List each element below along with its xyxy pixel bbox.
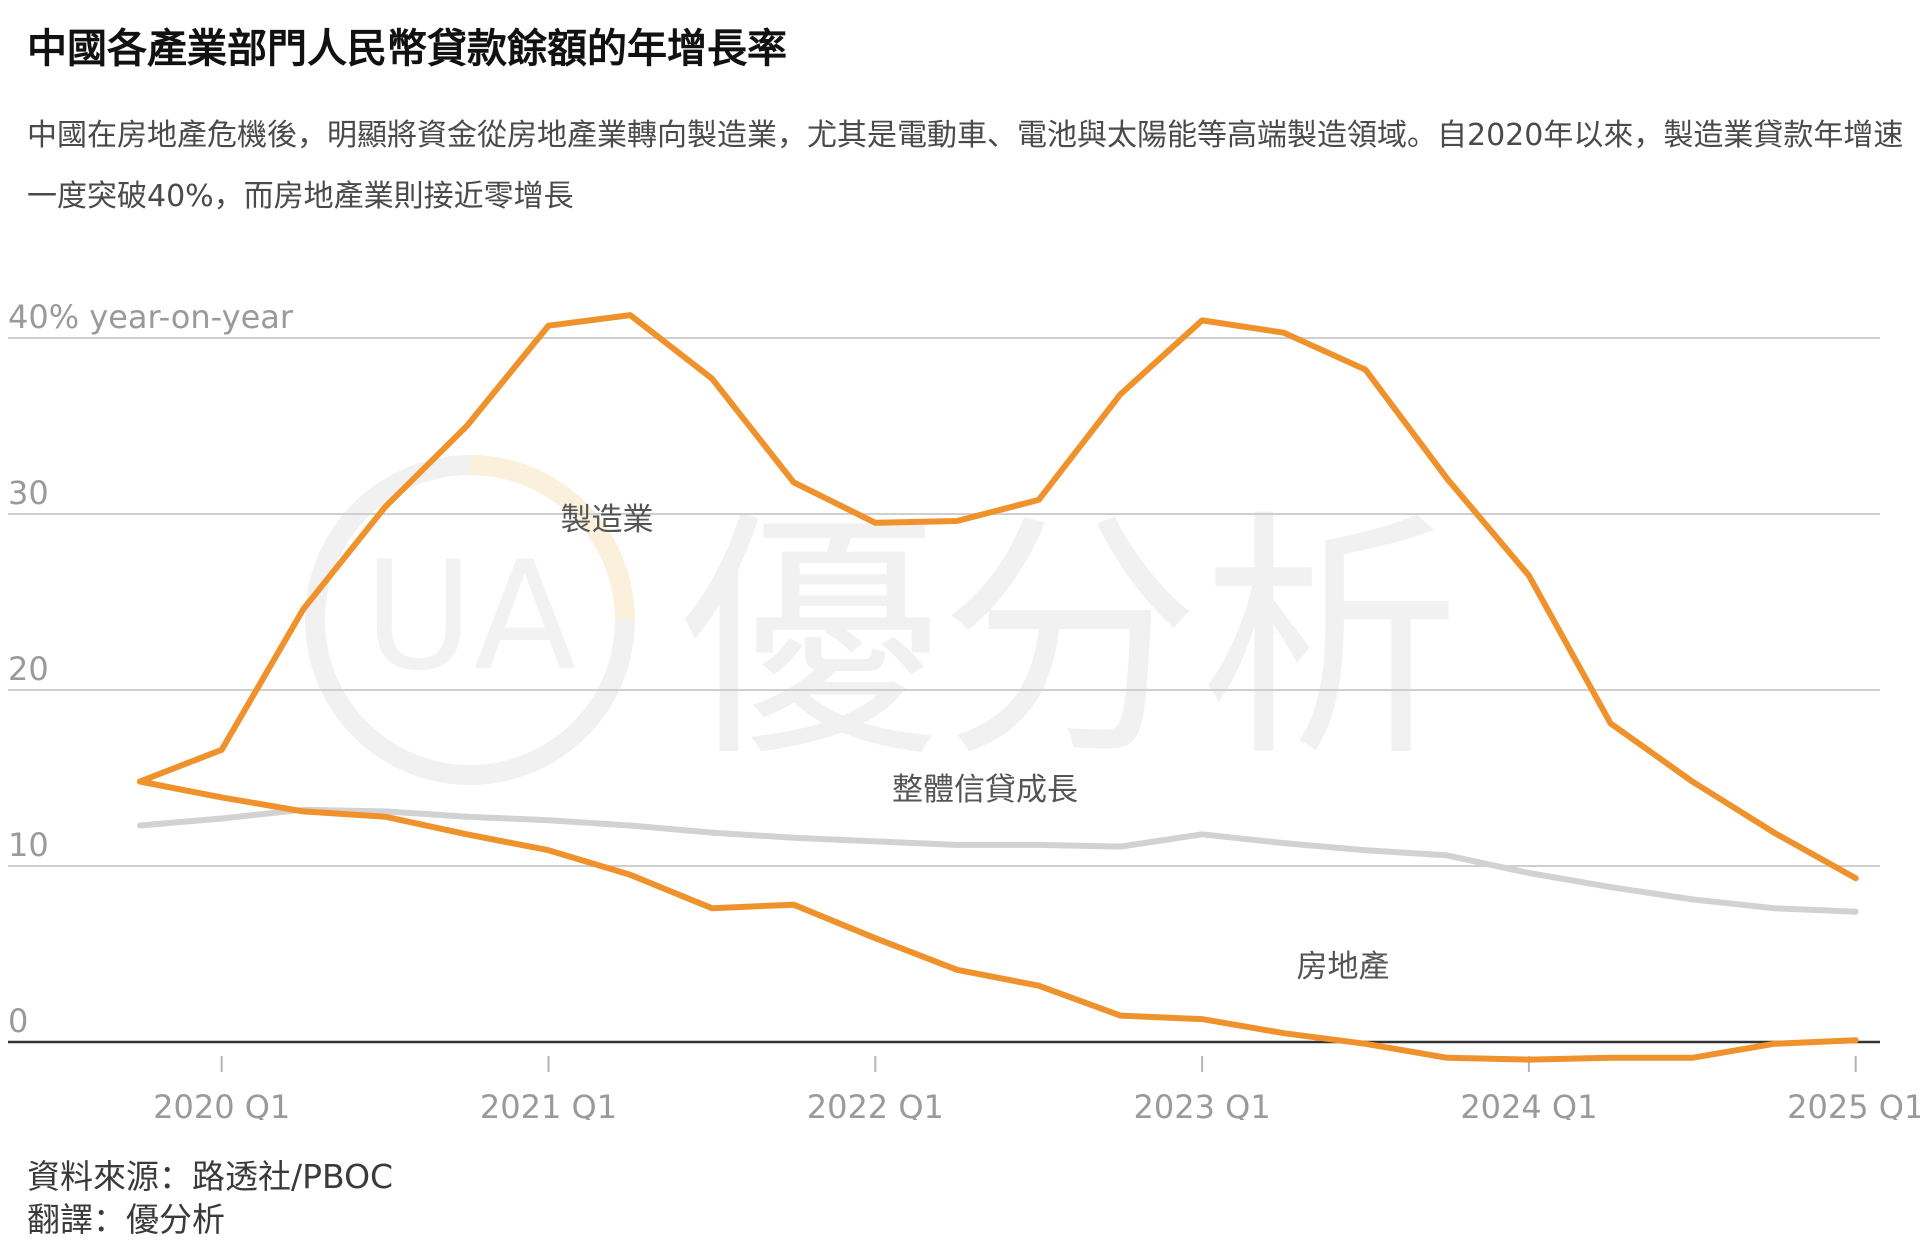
chart-title: 中國各產業部門人民幣貸款餘額的年增長率 [27,26,787,72]
x-axis-ticks: 2020 Q1 2021 Q1 2022 Q1 2023 Q1 2024 Q1 2025 … [153,1056,1920,1120]
series-layer [137,312,1859,1063]
y-tick-labels: 0 10 20 30 40% year-on-year [8,298,294,1040]
y-tick-label-10: 10 [8,826,49,864]
series-label-manufacturing: 製造業 [561,502,654,538]
source-note: 資料來源：路透社/PBOC [27,1157,394,1196]
x-tick-label: 2025 Q1 [1787,1088,1920,1120]
y-tick-label-20: 20 [8,650,49,688]
x-tick-label: 2023 Q1 [1134,1088,1271,1120]
x-tick-label: 2020 Q1 [153,1088,290,1120]
series-label-overall-credit: 整體信貸成長 [892,772,1078,808]
chart-subtitle: 中國在房地產危機後，明顯將資金從房地產業轉向製造業，尤其是電動車、電池與太陽能等… [27,118,1904,214]
translation-note: 翻譯：優分析 [27,1200,225,1239]
series-line-overall-credit [137,806,1859,915]
series-line-real-estate [137,778,1859,1063]
x-tick-label: 2021 Q1 [480,1088,617,1120]
y-tick-label-30: 30 [8,474,49,512]
y-tick-label-40: 40% year-on-year [8,298,294,336]
x-tick-label: 2024 Q1 [1460,1088,1597,1120]
grid-layer [8,337,1880,1044]
x-tick-label: 2022 Q1 [807,1088,944,1120]
y-tick-label-0: 0 [8,1002,28,1040]
series-line-manufacturing [137,312,1859,882]
series-label-real-estate: 房地產 [1297,949,1390,985]
